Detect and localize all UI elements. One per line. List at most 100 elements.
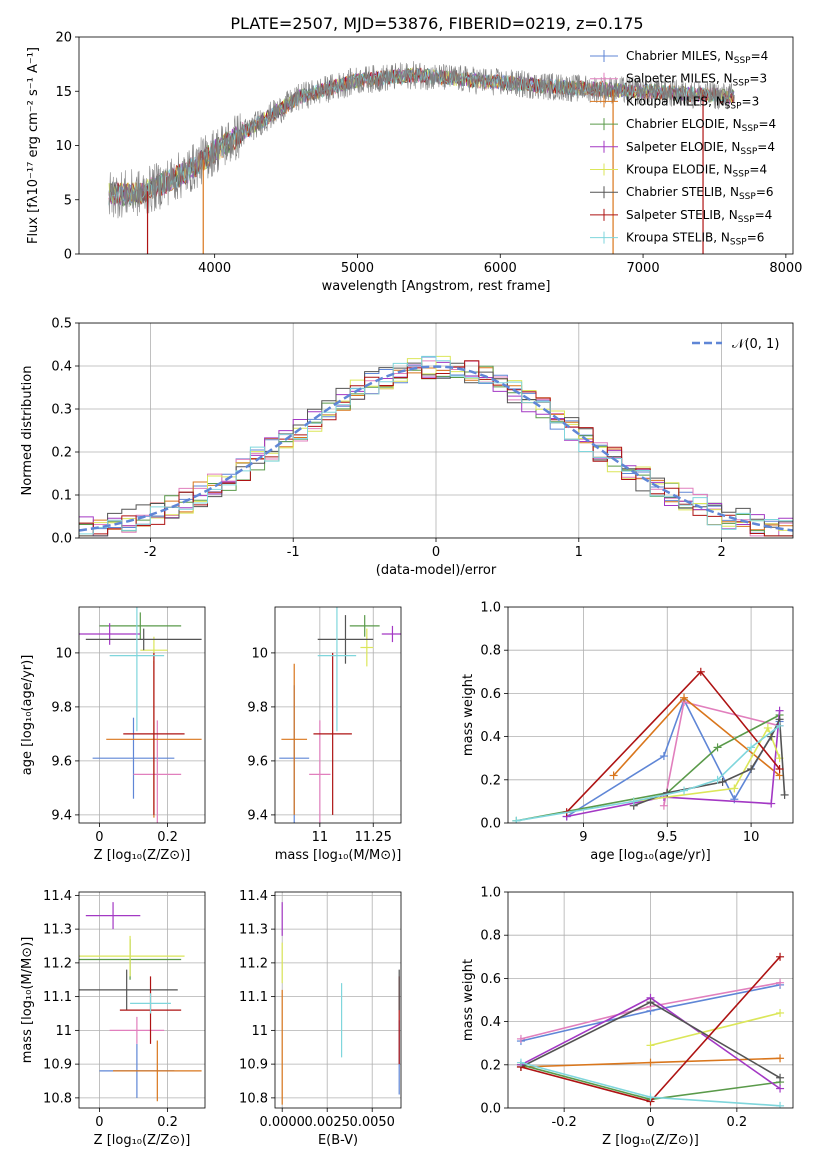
y-tick-label: 0.6 (480, 687, 501, 702)
x-tick-label: 5000 (341, 261, 374, 276)
legend-n-value: =6 (756, 185, 774, 199)
mass-weight-line (516, 725, 781, 822)
y-tick-label: 0.2 (51, 446, 72, 461)
legend-n-value: =4 (755, 208, 773, 222)
y-axis-label: mass [log₁₀(M/M⊙)] (20, 937, 35, 1064)
legend-subscript: SSP (733, 170, 750, 180)
chart-panel-massweight-vs-Z: -0.2 0 0.2 0.0 0.2 0.4 0.6 0.8 1.0 Z [log₁₀(Z/Z⊙)… (461, 886, 794, 1148)
x-tick-label: 0 (432, 545, 440, 560)
chart-panel-mass-vs-EBV: 0.0000 0.0025 0.0050 10.8 10.9 11 11.1 11.2 11.3… (239, 889, 402, 1148)
y-axis-label: mass weight (461, 959, 476, 1041)
y-tick-label: 0.0 (480, 817, 501, 832)
x-tick-label: 0.2 (157, 1115, 178, 1130)
x-tick-label: -1 (287, 545, 300, 560)
x-axis-label: age [log₁₀(age/yr)] (590, 848, 711, 863)
legend-n-value: =4 (758, 117, 776, 131)
y-axis-label: age [log₁₀(age/yr)] (20, 655, 35, 776)
y-tick-label: 9.6 (51, 754, 72, 769)
x-tick-label: 2 (717, 545, 725, 560)
legend-n-value: =3 (749, 72, 767, 86)
x-tick-label: -0.2 (551, 1115, 576, 1130)
y-tick-label: 10 (251, 646, 268, 661)
x-tick-label: 4000 (198, 261, 231, 276)
x-tick-label: 0.0025 (304, 1115, 350, 1130)
legend-subscript: SSP (738, 215, 755, 225)
legend-n-prefix: , N (717, 49, 734, 63)
axes-frame (78, 606, 206, 824)
legend-n-value: =4 (749, 163, 767, 177)
mass-weight-line (516, 714, 780, 822)
mass-weight-line (633, 726, 781, 803)
plot-area (508, 607, 793, 823)
x-tick-label: 0 (95, 1115, 103, 1130)
plot-area (275, 607, 401, 823)
y-tick-label: 11.2 (43, 956, 72, 971)
legend-n-value: =4 (751, 49, 769, 63)
chart-panel-massweight-vs-age: 9 9.5 10 0.0 0.2 0.4 0.6 0.8 1.0 age [log₁₀(age/y… (461, 601, 794, 863)
y-tick-label: 0.6 (480, 972, 501, 987)
axes-frame (507, 891, 794, 1109)
mass-weight-line (566, 710, 781, 818)
legend-label: Chabrier MILES (626, 49, 717, 63)
y-tick-label: 0.4 (480, 730, 501, 745)
legend-entry: Kroupa ELODIE, NSSP=4 (626, 163, 767, 180)
legend-label: Chabrier STELIB (626, 185, 722, 199)
x-tick-label: -2 (144, 545, 157, 560)
legend-n-prefix: , N (721, 208, 738, 222)
x-tick-label: 0.0050 (349, 1115, 395, 1130)
y-tick-label: 0.8 (480, 644, 501, 659)
data-spectrum (108, 61, 735, 219)
legend-subscript: SSP (733, 79, 750, 89)
legend-n-prefix: , N (713, 231, 730, 245)
y-tick-label: 9.8 (51, 700, 72, 715)
y-tick-label: 0.4 (51, 360, 72, 375)
legend-entry: Chabrier MILES, NSSP=4 (626, 49, 768, 66)
x-tick-label: 9 (579, 830, 587, 845)
y-tick-label: 10.8 (239, 1091, 268, 1106)
x-tick-label: 11.25 (355, 830, 392, 845)
y-tick-label: 9.8 (247, 700, 268, 715)
x-tick-label: 8000 (769, 261, 802, 276)
legend-subscript: SSP (740, 147, 757, 157)
axes-frame (78, 322, 794, 539)
y-tick-label: 11.4 (43, 889, 72, 904)
axes-frame (274, 606, 402, 824)
legend-subscript: SSP (730, 238, 747, 248)
figure-title: PLATE=2507, MJD=53876, FIBERID=0219, z=0… (230, 14, 643, 33)
y-tick-label: 11.1 (239, 990, 268, 1005)
legend-label: Kroupa STELIB (626, 231, 713, 245)
y-tick-label: 0.3 (51, 403, 72, 418)
x-tick-label: 0.0000 (259, 1115, 305, 1130)
legend-entry: Kroupa MILES, NSSP=3 (626, 94, 759, 111)
plot-area (79, 607, 205, 823)
y-tick-label: 11.1 (43, 990, 72, 1005)
chart-panel-age-vs-Z: 0 0.2 9.4 9.6 9.8 10 Z [log₁₀(Z/Z⊙)] age [log₁₀… (20, 606, 206, 863)
y-tick-label: 0.5 (51, 317, 72, 332)
y-tick-label: 10.8 (43, 1091, 72, 1106)
y-tick-label: 20 (55, 31, 72, 46)
legend-entry: Salpeter ELODIE, NSSP=4 (626, 140, 775, 157)
x-axis-label: E(B-V) (318, 1133, 358, 1148)
legend-label: Kroupa ELODIE (626, 163, 716, 177)
legend-subscript: SSP (739, 192, 756, 202)
legend-label: Salpeter ELODIE (626, 140, 724, 154)
legend-label: Kroupa MILES (626, 94, 708, 108)
chart-panel-residuals: -2 -1 0 1 2 0.0 0.1 0.2 0.3 0.4 0.5 (data-model)/er… (20, 317, 794, 578)
plot-area (508, 892, 793, 1108)
x-axis-label: Z [log₁₀(Z/Z⊙)] (94, 848, 191, 863)
mass-weight-line (633, 716, 786, 807)
y-tick-label: 1.0 (480, 601, 501, 616)
x-tick-label: 0 (95, 830, 103, 845)
y-axis-label: Flux [fλ10⁻¹⁷ erg cm⁻² s⁻¹ A⁻¹] (26, 47, 41, 244)
x-tick-label: 0.2 (727, 1115, 748, 1130)
y-tick-label: 0.2 (480, 1058, 501, 1073)
y-tick-label: 9.4 (247, 808, 268, 823)
x-tick-label: 7000 (627, 261, 660, 276)
legend-label: Salpeter STELIB (626, 208, 721, 222)
legend-n-value: =3 (742, 94, 760, 108)
legend-n-prefix: , N (716, 72, 733, 86)
x-tick-label: 6000 (484, 261, 517, 276)
plot-area (79, 323, 793, 538)
x-axis-label: Z [log₁₀(Z/Z⊙)] (94, 1133, 191, 1148)
